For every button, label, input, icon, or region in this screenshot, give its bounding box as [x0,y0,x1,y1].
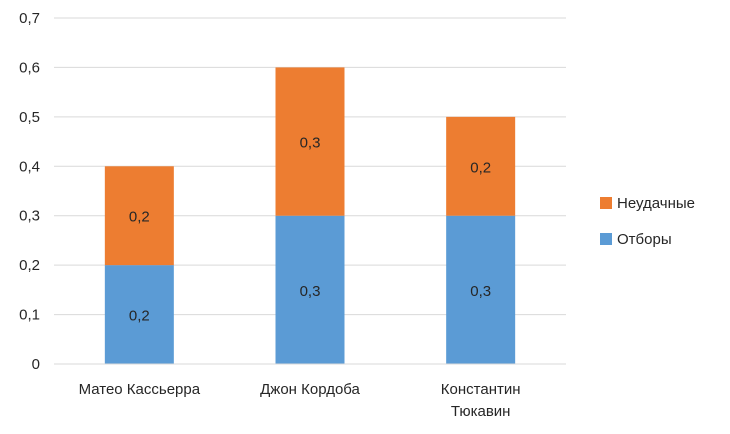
legend-swatch [600,197,612,209]
legend-label: Неудачные [617,195,695,212]
x-axis: Матео Кассьерра Джон Кордоба Константин Тюк… [54,363,566,420]
y-tick-label: 0,6 [19,59,40,76]
data-labels: 0,2 0,2 0,3 0,3 0,3 0,2 [129,135,491,325]
y-tick-label: 0,1 [19,307,40,324]
y-tick-label: 0,2 [19,257,40,274]
data-label: 0,3 [300,135,321,152]
y-tick-label: 0,7 [19,10,40,27]
legend: Неудачные Отборы [600,195,695,248]
bar-segment [104,265,174,364]
bar-segment [446,215,516,364]
category-label: Матео Кассьерра [79,381,201,398]
category-label: Константин Тюкавин [441,381,521,420]
data-label: 0,3 [470,283,491,300]
legend-label: Отборы [617,231,672,248]
y-tick-label: 0,3 [19,208,40,225]
data-label: 0,3 [300,283,321,300]
data-label: 0,2 [129,308,150,325]
bar-segment [104,166,174,266]
bar-segment [446,116,516,216]
legend-swatch [600,233,612,245]
bar-segment [275,215,345,364]
y-tick-label: 0 [32,356,40,373]
y-axis: 0 0,1 0,2 0,3 0,4 0,5 0,6 0,7 [19,10,40,373]
y-tick-label: 0,4 [19,158,40,175]
bars [104,67,516,364]
category-label: Джон Кордоба [260,381,360,398]
bar-segment [275,67,345,216]
y-tick-label: 0,5 [19,109,40,126]
data-label: 0,2 [470,159,491,176]
data-label: 0,2 [129,209,150,226]
